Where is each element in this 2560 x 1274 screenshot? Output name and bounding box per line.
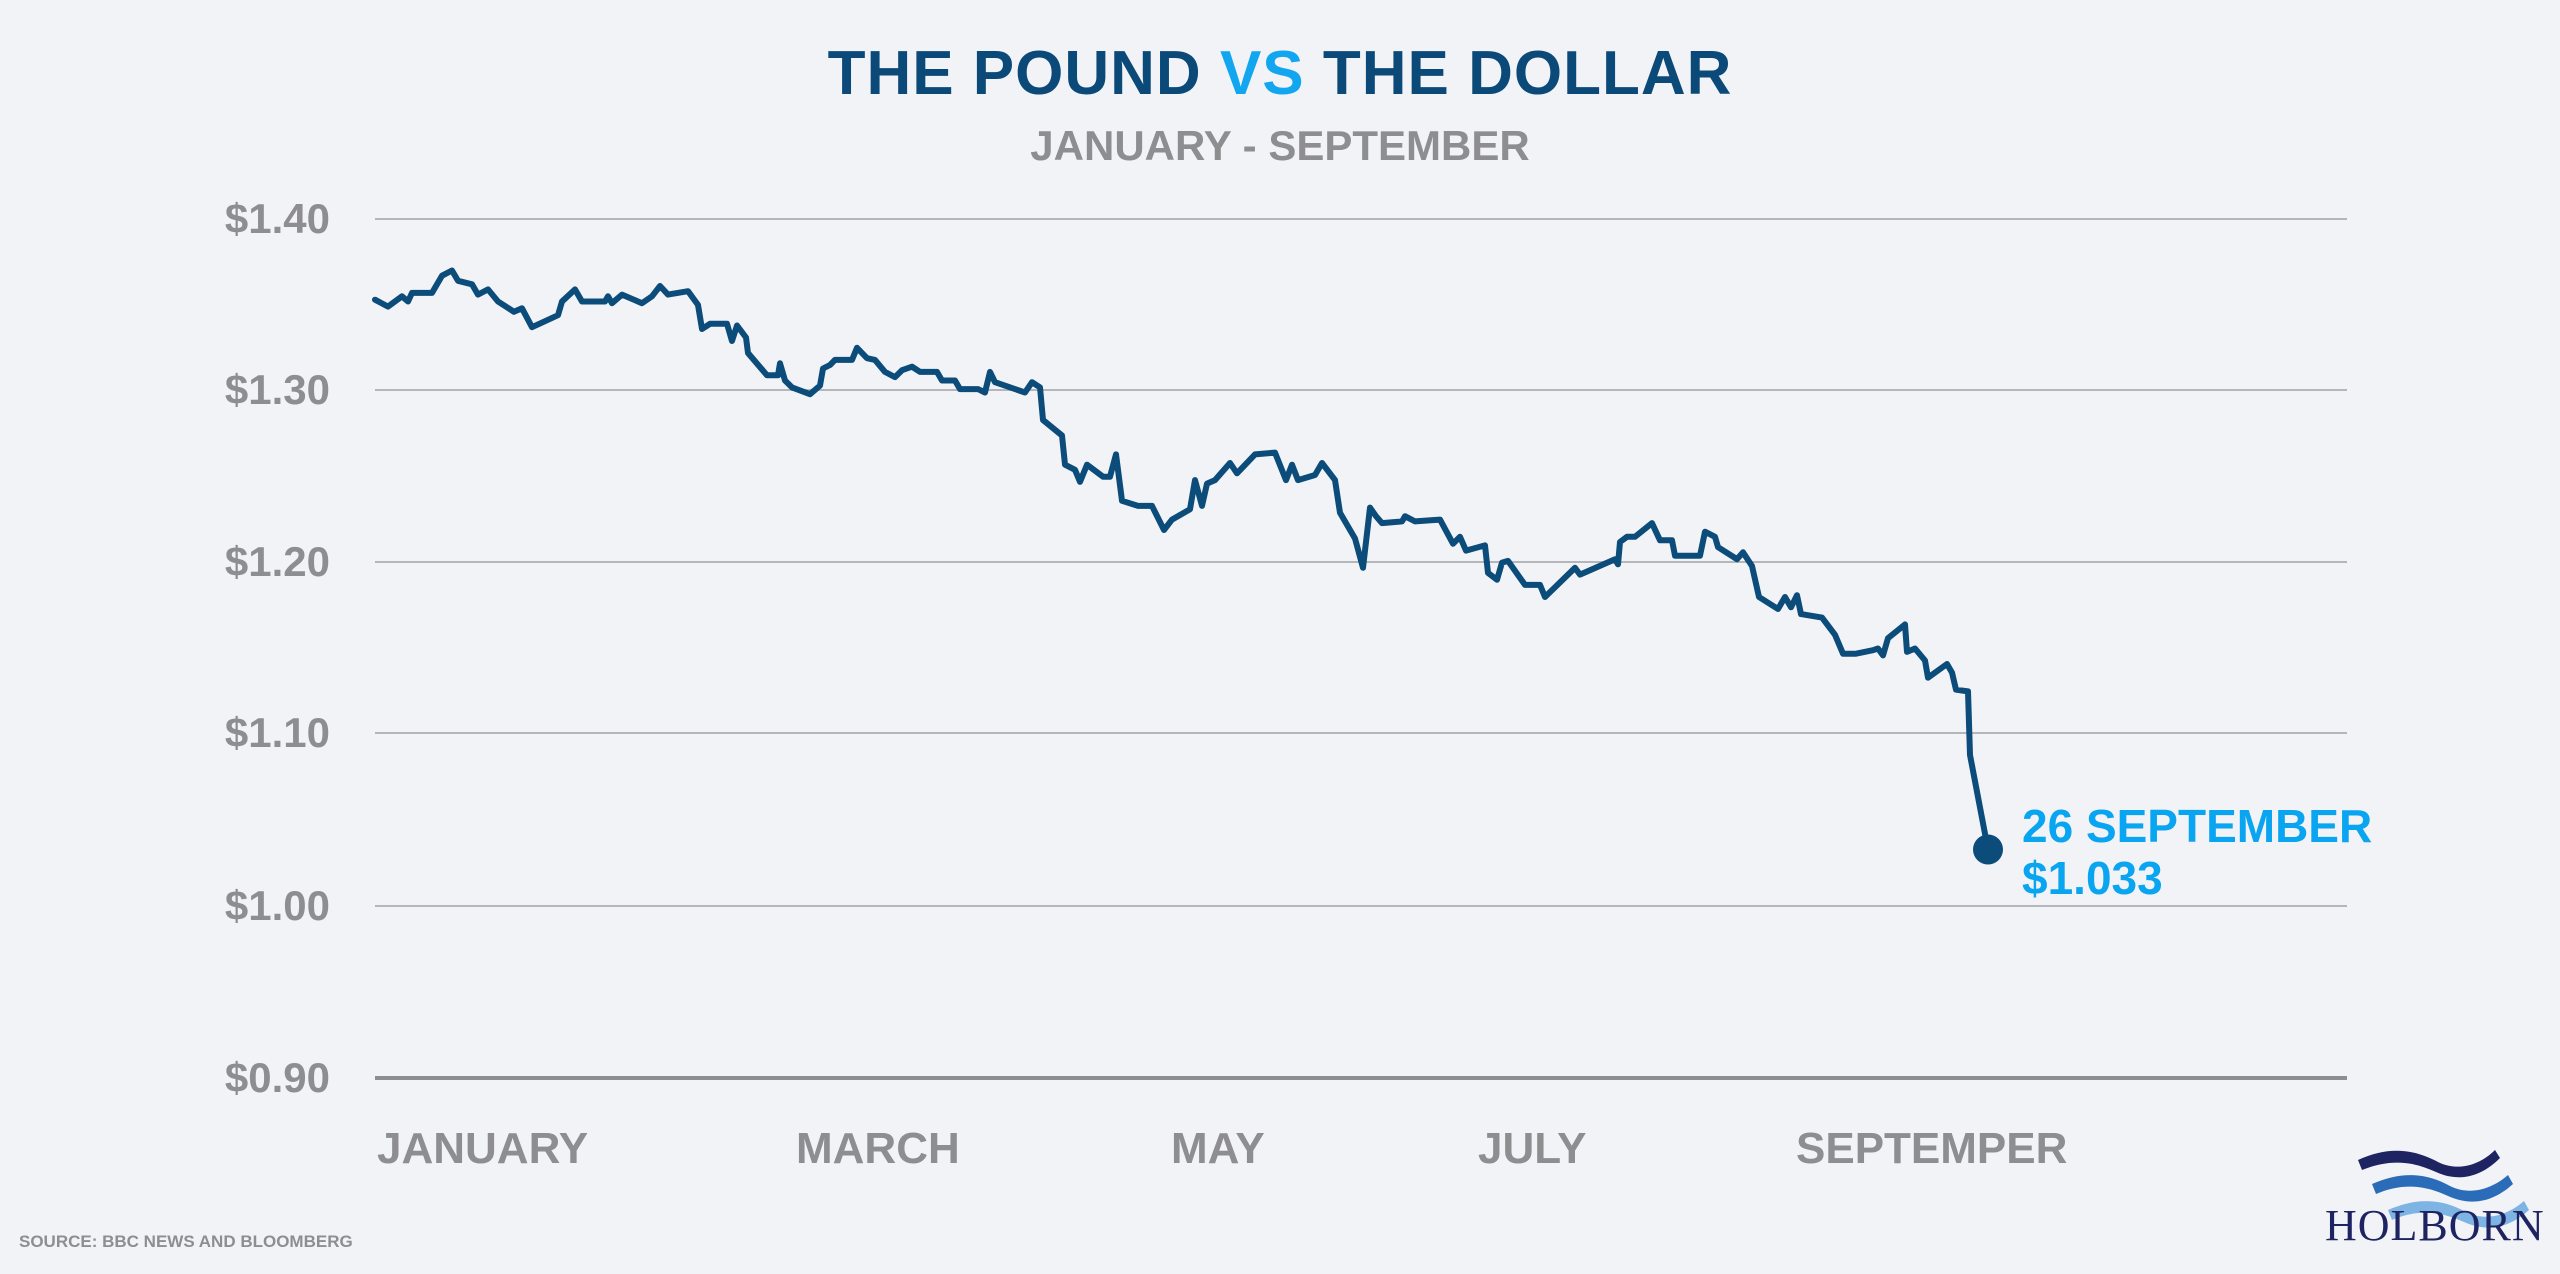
- y-tick-label: $1.20: [224, 538, 330, 585]
- source-note: SOURCE: BBC NEWS AND BLOOMBERG: [19, 1232, 353, 1251]
- endpoint-annotation: 26 SEPTEMBER $1.033: [2022, 800, 2372, 904]
- title-part-1: THE POUND: [827, 39, 1220, 108]
- x-tick-label: MARCH: [796, 1124, 960, 1173]
- y-tick-label: $1.40: [224, 195, 330, 242]
- annotation-date: 26 SEPTEMBER: [2022, 800, 2373, 852]
- x-tick-label: JULY: [1478, 1124, 1587, 1173]
- x-tick-label: SEPTEMPER: [1796, 1124, 2068, 1173]
- y-tick-label: $1.00: [224, 882, 330, 929]
- title-part-2: THE DOLLAR: [1304, 39, 1733, 108]
- chart-title: THE POUND VS THE DOLLAR: [0, 38, 2560, 109]
- x-tick-label: MAY: [1171, 1124, 1265, 1173]
- y-tick-label: $0.90: [224, 1054, 330, 1101]
- holborn-logo-waves-icon: [2358, 1150, 2529, 1228]
- holborn-logo-text: HOLBORN: [2325, 1201, 2545, 1250]
- chart-subtitle: JANUARY - SEPTEMBER: [1030, 122, 1530, 169]
- endpoint-marker: [1973, 834, 2003, 865]
- y-tick-label: $1.30: [224, 366, 330, 413]
- title-vs: VS: [1219, 39, 1305, 108]
- exchange-rate-line: [372, 267, 1991, 853]
- annotation-value: $1.033: [2022, 852, 2163, 904]
- y-tick-label: $1.10: [224, 709, 330, 756]
- x-tick-label: JANUARY: [377, 1124, 589, 1173]
